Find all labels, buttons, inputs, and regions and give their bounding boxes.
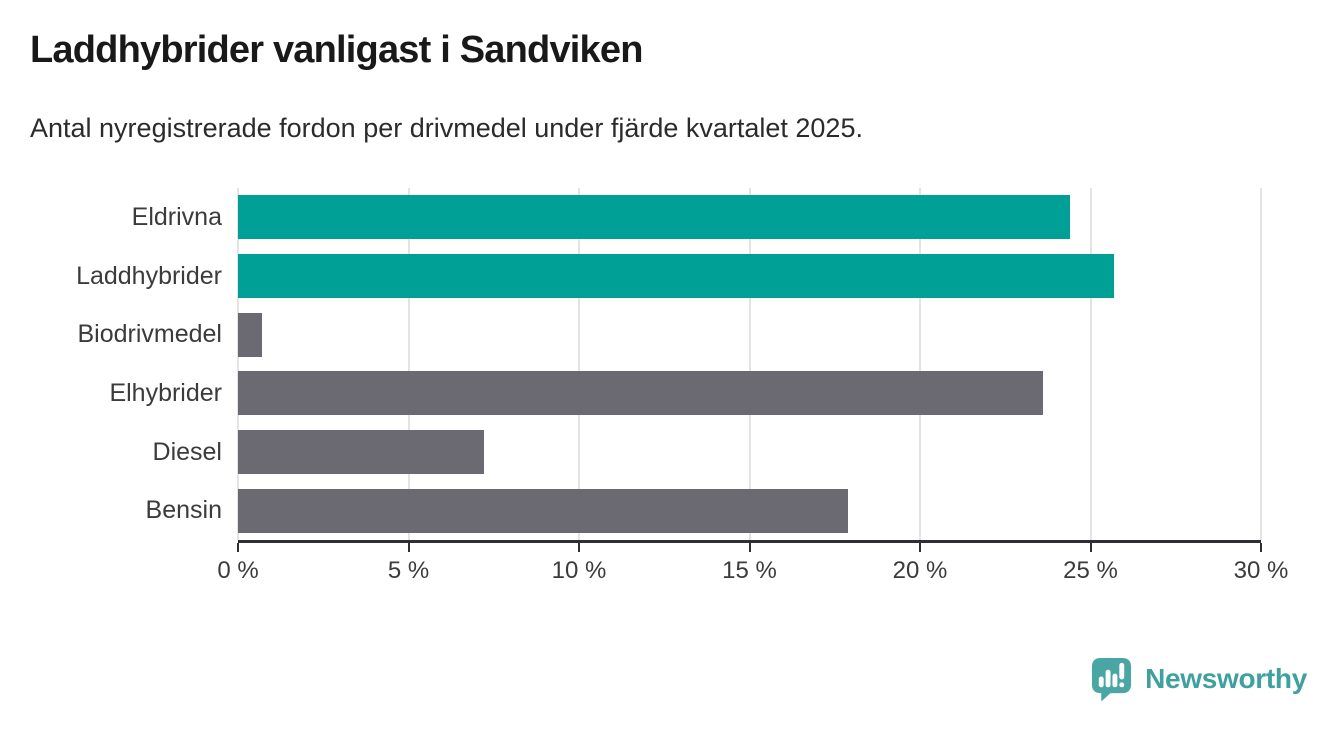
newsworthy-logo-icon bbox=[1092, 657, 1132, 702]
chart-title: Laddhybrider vanligast i Sandviken bbox=[30, 29, 643, 71]
category-label: Laddhybrider bbox=[76, 261, 222, 290]
category-label: Bensin bbox=[145, 496, 222, 525]
gridline bbox=[407, 188, 410, 540]
x-axis-line bbox=[238, 540, 1261, 543]
x-tick-label: 20 % bbox=[892, 557, 948, 584]
bar-track bbox=[238, 254, 1261, 298]
bar-laddhybrider bbox=[238, 254, 1115, 298]
bar-elhybrider bbox=[238, 371, 1043, 416]
x-tick-label: 30 % bbox=[1233, 557, 1289, 584]
newsworthy-logo: Newsworthy bbox=[1090, 656, 1307, 702]
bar-track bbox=[238, 371, 1261, 416]
bar-diesel bbox=[238, 430, 484, 475]
x-tick-label: 15 % bbox=[722, 557, 777, 584]
tick-mark bbox=[578, 543, 580, 552]
tick-mark bbox=[237, 543, 239, 552]
x-tick-label: 5 % bbox=[387, 557, 430, 584]
bar-track bbox=[238, 312, 1261, 357]
tick-mark bbox=[407, 543, 410, 552]
bar-biodrivmedel bbox=[238, 312, 262, 357]
bar-track bbox=[238, 488, 1261, 533]
x-tick-label: 0 % bbox=[217, 557, 259, 584]
bar-chart: Eldrivna Laddhybrider Biodrivmedel Elhybrid… bbox=[0, 188, 1340, 588]
tick-mark bbox=[1260, 543, 1262, 552]
gridline bbox=[748, 188, 751, 540]
gridline bbox=[237, 188, 239, 540]
tick-mark bbox=[1089, 543, 1092, 552]
x-tick-label: 25 % bbox=[1063, 557, 1118, 584]
chart-subtitle: Antal nyregistrerade fordon per drivmede… bbox=[30, 113, 863, 143]
tick-mark bbox=[919, 543, 921, 552]
chart-row: Biodrivmedel bbox=[0, 305, 1340, 364]
gridline bbox=[1260, 188, 1262, 540]
chart-row: Eldrivna bbox=[0, 188, 1340, 247]
gridline bbox=[578, 188, 580, 540]
plot-gridlines bbox=[237, 188, 1262, 540]
category-label: Diesel bbox=[152, 437, 222, 466]
bar-track bbox=[238, 195, 1261, 240]
category-label: Biodrivmedel bbox=[77, 320, 222, 349]
bar-rows: Eldrivna Laddhybrider Biodrivmedel Elhybrid… bbox=[0, 188, 1340, 540]
bar-track bbox=[238, 430, 1261, 475]
chart-row: Bensin bbox=[0, 481, 1340, 540]
chart-row: Laddhybrider bbox=[0, 247, 1340, 306]
category-label: Elhybrider bbox=[109, 378, 222, 407]
bar-eldrivna bbox=[238, 195, 1071, 240]
category-label: Eldrivna bbox=[131, 202, 222, 231]
chart-row: Diesel bbox=[0, 423, 1340, 482]
tick-mark bbox=[748, 543, 751, 552]
gridline bbox=[919, 188, 921, 540]
bar-bensin bbox=[238, 488, 849, 533]
x-axis: 0 % 5 % 10 % 15 % 20 % 25 % 30 % bbox=[217, 543, 1288, 588]
chart-row: Elhybrider bbox=[0, 364, 1340, 423]
x-tick-label: 10 % bbox=[551, 557, 607, 584]
gridline bbox=[1089, 188, 1092, 540]
brand-name: Newsworthy bbox=[1145, 663, 1307, 694]
